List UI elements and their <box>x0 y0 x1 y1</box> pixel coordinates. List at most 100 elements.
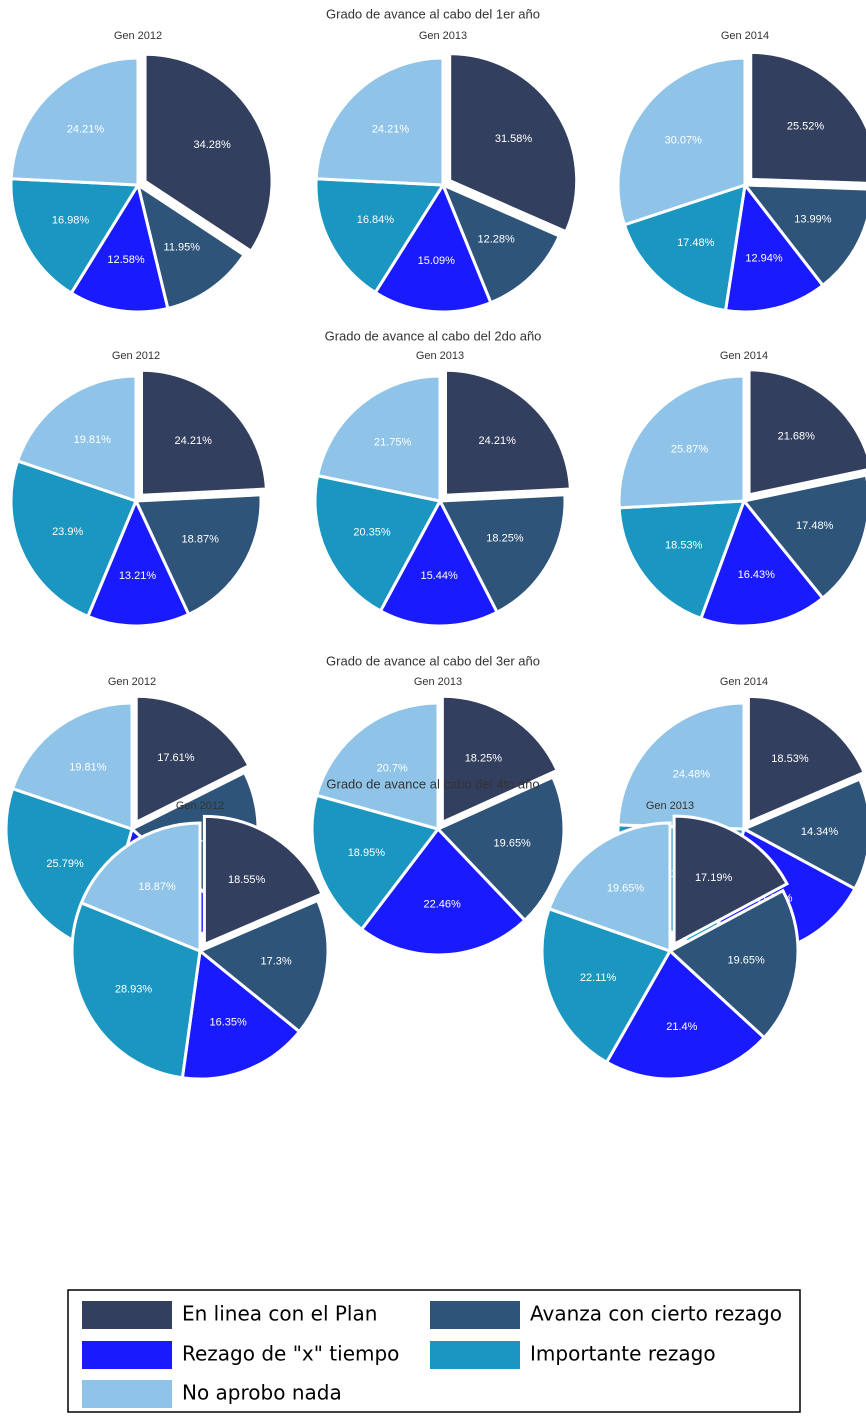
pie-slice <box>9 56 140 187</box>
value-label: 28.93% <box>115 983 153 995</box>
value-label: 19.65% <box>494 837 532 849</box>
value-label: 17.19% <box>695 872 733 884</box>
pie-slice <box>133 493 263 617</box>
value-label: 24.21% <box>175 435 213 447</box>
pie-slice <box>140 368 268 497</box>
value-label: 19.81% <box>69 761 107 773</box>
value-label: 15.09% <box>418 255 456 267</box>
pie-slice <box>440 182 562 305</box>
pie-slice <box>617 499 747 621</box>
value-label: 25.52% <box>787 120 825 132</box>
pie-title: Gen 2012 <box>176 800 224 812</box>
pie-slice <box>202 814 325 947</box>
pie-slice <box>699 498 825 628</box>
value-label: 12.58% <box>107 254 145 266</box>
pie-slice <box>313 473 443 613</box>
value-label: 16.84% <box>357 214 395 226</box>
value-label: 34.28% <box>193 139 231 151</box>
pie-slice <box>435 775 566 923</box>
value-label: 20.7% <box>377 763 408 775</box>
value-label: 24.48% <box>673 769 711 781</box>
value-label: 17.48% <box>677 237 715 249</box>
value-label: 22.46% <box>423 898 461 910</box>
legend-label: Importante rezago <box>530 1342 716 1366</box>
pie-slice <box>378 497 500 628</box>
value-label: 16.43% <box>738 569 776 581</box>
pie-slice <box>143 52 274 254</box>
pie-slice <box>749 50 866 185</box>
section-title: Grado de avance al cabo del 4to año <box>326 776 539 791</box>
value-label: 17.48% <box>796 520 834 532</box>
pie-slice <box>310 793 441 932</box>
pie-slice <box>134 694 251 825</box>
pie-title: Gen 2013 <box>416 350 464 362</box>
value-label: 16.98% <box>52 214 90 226</box>
legend-swatch <box>82 1341 172 1369</box>
value-label: 24.21% <box>67 124 105 136</box>
pie-slice <box>135 181 247 311</box>
legend-label: En linea con el Plan <box>182 1302 377 1326</box>
pie-slice <box>604 948 767 1081</box>
pie-title: Gen 2013 <box>646 800 694 812</box>
value-label: 17.3% <box>260 955 291 967</box>
pie-slice <box>540 906 673 1065</box>
value-label: 25.79% <box>46 858 84 870</box>
pie-title: Gen 2012 <box>108 676 156 688</box>
value-label: 13.99% <box>794 214 832 226</box>
legend-label: Avanza con cierto rezago <box>530 1302 782 1326</box>
value-label: 11.95% <box>164 241 201 253</box>
pie-slice <box>617 374 746 510</box>
section-title: Grado de avance al cabo del 2do año <box>325 328 542 343</box>
pie-slice <box>314 701 440 831</box>
section-title: Grado de avance al cabo del 3er año <box>326 653 540 668</box>
value-label: 18.87% <box>182 534 220 546</box>
value-label: 18.55% <box>228 874 266 886</box>
pie-slice <box>359 826 527 957</box>
pie-slice <box>373 181 493 314</box>
value-label: 14.34% <box>801 826 839 838</box>
pie-title: Gen 2012 <box>112 350 160 362</box>
legend-swatch <box>430 1341 520 1369</box>
pie-title: Gen 2012 <box>114 30 162 42</box>
value-label: 13.21% <box>119 570 157 582</box>
pie-slice <box>741 473 866 601</box>
pie-slice <box>616 701 746 831</box>
value-label: 17.61% <box>157 752 195 764</box>
value-label: 24.21% <box>479 435 517 447</box>
pie-slice <box>444 368 572 497</box>
pie-slice <box>70 900 202 1080</box>
pie-slice <box>197 898 330 1034</box>
legend-swatch <box>82 1301 172 1329</box>
pie-slice <box>9 459 139 619</box>
pie-title: Gen 2014 <box>720 676 768 688</box>
value-label: 20.35% <box>353 527 391 539</box>
value-label: 16.35% <box>210 1016 248 1028</box>
value-label: 22.11% <box>580 972 617 984</box>
value-label: 18.87% <box>138 881 176 893</box>
value-label: 24.21% <box>372 124 410 136</box>
pie-slice <box>547 821 672 954</box>
pie-title: Gen 2014 <box>720 350 768 362</box>
pie-slice <box>740 777 866 891</box>
value-label: 18.25% <box>486 532 524 544</box>
value-label: 21.68% <box>778 430 816 442</box>
pie-title: Gen 2013 <box>414 676 462 688</box>
pie-slice <box>69 181 170 314</box>
pie-slice <box>672 814 790 947</box>
pie-title: Gen 2013 <box>419 30 467 42</box>
legend-swatch <box>82 1380 172 1408</box>
pie-slice <box>10 701 134 832</box>
pie-title: Gen 2014 <box>721 30 769 42</box>
value-label: 18.53% <box>665 540 703 552</box>
pie-slice <box>314 177 446 295</box>
value-label: 21.75% <box>374 437 412 449</box>
pie-slice <box>723 181 825 314</box>
section-title: Grado de avance al cabo del 1er año <box>326 6 540 21</box>
pie-slice <box>79 821 202 954</box>
value-label: 12.94% <box>745 253 783 265</box>
value-label: 25.87% <box>671 443 709 455</box>
legend-label: Rezago de "x" tiempo <box>182 1342 399 1366</box>
value-label: 31.58% <box>495 133 533 145</box>
value-label: 18.25% <box>465 753 503 765</box>
